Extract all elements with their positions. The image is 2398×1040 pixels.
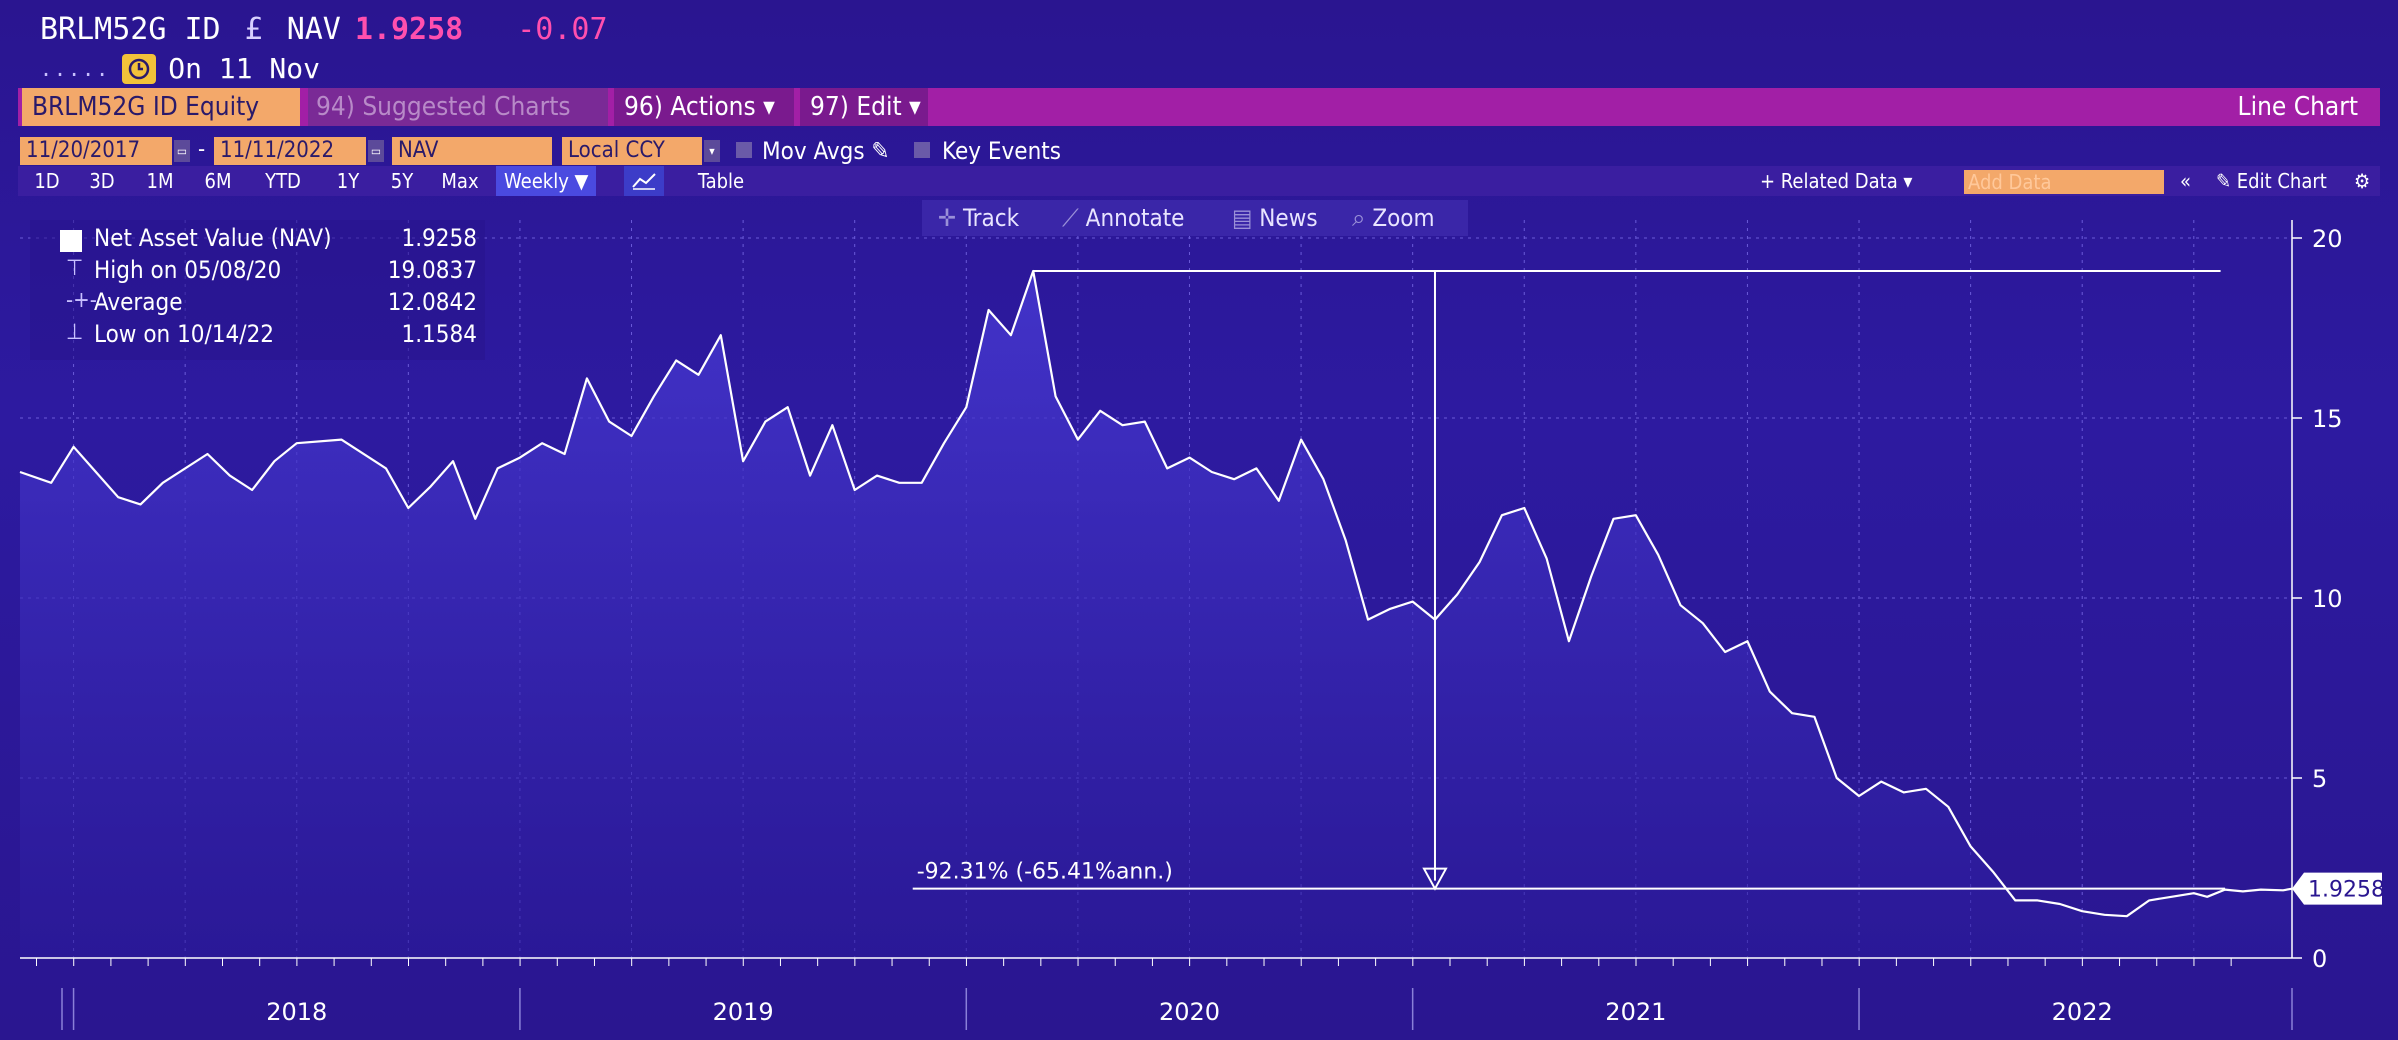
x-tick-label: 2020 <box>1159 998 1220 1026</box>
legend-label: Average <box>94 288 183 316</box>
average-marker-icon: -+- <box>66 288 97 313</box>
pencil-icon[interactable]: ✎ <box>871 137 890 165</box>
annotate-icon: ⟋ <box>1062 204 1079 232</box>
zoom-tool[interactable]: ⌕ Zoom <box>1352 204 1435 232</box>
x-tick-label: 2018 <box>266 998 327 1026</box>
related-data-menu[interactable]: + Related Data ▾ <box>1760 169 1913 193</box>
status-line: ..... On 11 Nov <box>40 52 320 85</box>
x-tick-label: 2019 <box>713 998 774 1026</box>
high-marker-icon: ⊤ <box>66 256 84 281</box>
legend-row-high: ⊤ High on 05/08/20 19.0837 <box>30 256 485 288</box>
period-3d[interactable]: 3D <box>89 169 115 193</box>
currency-dropdown-icon[interactable]: ▾ <box>704 140 720 162</box>
ticker-line: BRLM52G ID £ NAV 1.9258 -0.07 <box>40 12 622 47</box>
key-events-label[interactable]: Key Events <box>942 137 1061 165</box>
legend-label: Low on 10/14/22 <box>94 320 275 348</box>
mov-avgs-label[interactable]: Mov Avgs ✎ <box>762 137 890 165</box>
table-view-button[interactable]: Table <box>697 169 745 193</box>
y-tick-label: 5 <box>2312 765 2327 793</box>
y-tick-label: 15 <box>2312 405 2343 433</box>
filter-bar: 11/20/2017 ▭ - 11/11/2022 ▭ NAV Local CC… <box>18 134 2380 168</box>
nav-series-line <box>19 269 2293 918</box>
pencil-icon: ✎ <box>2216 169 2232 193</box>
actions-menu[interactable]: 96) Actions ▾ <box>614 88 794 126</box>
plot-toolbar: ✛ Track ⟋ Annotate ▤ News ⌕ Zoom <box>922 200 1468 236</box>
nav-change: -0.07 <box>517 12 608 47</box>
equity-field[interactable]: BRLM52G ID Equity <box>22 88 300 126</box>
suggested-charts-button[interactable]: 94) Suggested Charts <box>308 88 608 126</box>
end-date-calendar-icon[interactable]: ▭ <box>368 140 384 162</box>
news-tool[interactable]: ▤ News <box>1232 204 1318 232</box>
period-bar: 1D 3D 1M 6M YTD 1Y 5Y Max Weekly ▼ Table… <box>18 166 2380 196</box>
chart-type-label: Line Chart <box>2237 92 2358 122</box>
legend-value: 12.0842 <box>387 288 477 316</box>
date-separator: - <box>198 137 206 162</box>
nav-area-fill <box>20 271 2292 958</box>
nav-line-chart[interactable]: -92.31% (-65.41%ann.) 0 5 10 15 20 2018 2019 20… <box>0 196 2398 1040</box>
period-5y[interactable]: 5Y <box>390 169 414 193</box>
y-tick-label: 10 <box>2312 585 2343 613</box>
legend-value: 19.0837 <box>387 256 477 284</box>
main-toolbar: BRLM52G ID Equity 94) Suggested Charts 9… <box>18 88 2380 126</box>
add-data-input[interactable]: Add Data <box>1964 170 2164 194</box>
start-date-input[interactable]: 11/20/2017 <box>20 137 172 165</box>
nav-value: 1.9258 <box>354 12 464 47</box>
period-max[interactable]: Max <box>441 169 479 193</box>
edit-chart-button[interactable]: ✎ Edit Chart <box>2216 169 2327 193</box>
legend-row-low: ⊥ Low on 10/14/22 1.1584 <box>30 320 485 352</box>
legend-value: 1.1584 <box>401 320 477 348</box>
drawdown-label: -92.31% (-65.41%ann.) <box>917 860 1173 885</box>
security-header: BRLM52G ID £ NAV 1.9258 -0.07 ..... On 11 No… <box>0 0 2398 88</box>
edit-menu[interactable]: 97) Edit ▾ <box>800 88 928 126</box>
legend-label: High on 05/08/20 <box>94 256 282 284</box>
y-tick-label: 0 <box>2312 945 2327 973</box>
last-value-label: 1.9258 <box>2308 878 2385 903</box>
end-date-input[interactable]: 11/11/2022 <box>214 137 366 165</box>
key-events-checkbox[interactable] <box>914 142 930 158</box>
x-tick-label: 2022 <box>2052 998 2113 1026</box>
crosshair-icon: ✛ <box>938 204 957 232</box>
start-date-calendar-icon[interactable]: ▭ <box>174 140 190 162</box>
chart-legend: Net Asset Value (NAV) 1.9258 ⊤ High on 0… <box>30 220 485 360</box>
frequency-select[interactable]: Weekly ▼ <box>496 166 597 196</box>
x-tick-label: 2021 <box>1605 998 1666 1026</box>
collapse-icon[interactable]: « <box>2180 169 2192 193</box>
ticker-symbol: BRLM52G ID <box>40 12 221 47</box>
low-marker-icon: ⊥ <box>66 320 84 345</box>
period-ytd[interactable]: YTD <box>265 169 301 193</box>
magnifier-icon: ⌕ <box>1352 204 1366 232</box>
mov-avgs-checkbox[interactable] <box>736 142 752 158</box>
legend-value: 1.9258 <box>401 224 477 252</box>
field-label: NAV <box>286 12 341 47</box>
legend-row-nav[interactable]: Net Asset Value (NAV) 1.9258 <box>30 224 485 256</box>
period-1d[interactable]: 1D <box>34 169 60 193</box>
clock-icon <box>122 53 157 84</box>
period-6m[interactable]: 6M <box>204 169 232 193</box>
period-1y[interactable]: 1Y <box>336 169 360 193</box>
status-dots: ..... <box>40 56 111 81</box>
currency-select[interactable]: Local CCY <box>562 137 702 165</box>
field-input[interactable]: NAV <box>392 137 552 165</box>
annotate-tool[interactable]: ⟋ Annotate <box>1062 204 1185 232</box>
period-1m[interactable]: 1M <box>146 169 174 193</box>
y-tick-label: 20 <box>2312 225 2343 253</box>
drawdown-arrow-head <box>1422 867 1448 891</box>
legend-swatch <box>60 230 82 252</box>
legend-row-average: -+- Average 12.0842 <box>30 288 485 320</box>
legend-label: Net Asset Value (NAV) <box>94 224 332 252</box>
on-date: On 11 Nov <box>168 52 320 85</box>
news-icon: ▤ <box>1232 204 1253 232</box>
drawdown-annotation: -92.31% (-65.41%ann.) <box>912 269 2226 891</box>
track-tool[interactable]: ✛ Track <box>938 204 1020 232</box>
last-value-flag <box>2292 872 2382 905</box>
settings-gear-icon[interactable]: ⚙ <box>2354 169 2371 193</box>
currency-symbol: £ <box>244 12 263 47</box>
line-chart-icon[interactable] <box>624 166 664 196</box>
